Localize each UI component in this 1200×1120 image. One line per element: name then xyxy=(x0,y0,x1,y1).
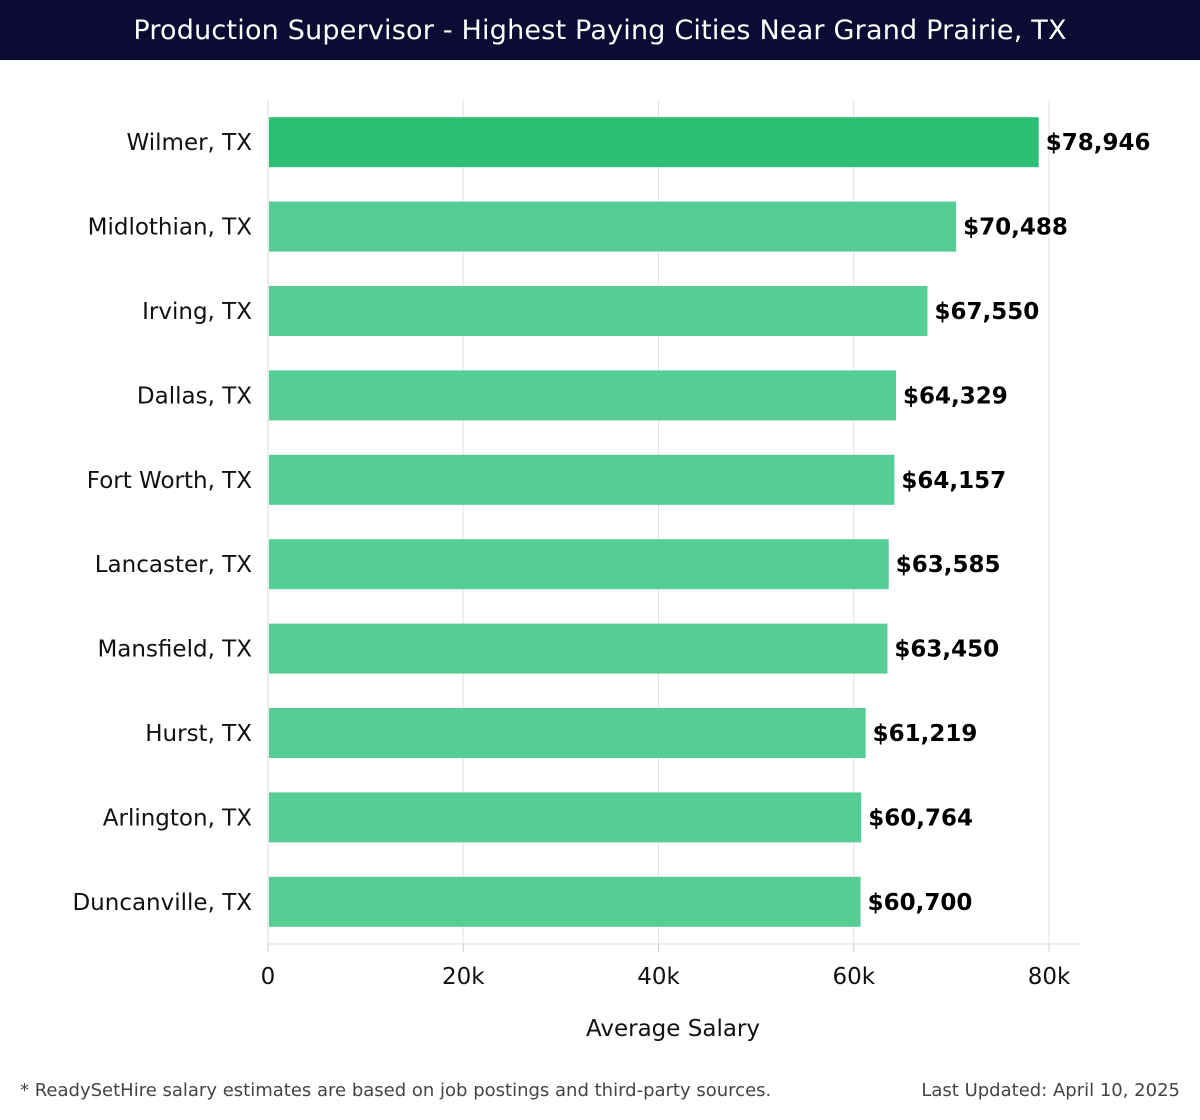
value-label: $70,488 xyxy=(963,215,1068,241)
value-label: $63,585 xyxy=(896,552,1001,578)
bar xyxy=(269,454,895,505)
value-label: $67,550 xyxy=(934,299,1039,325)
category-label: Irving, TX xyxy=(142,299,252,325)
value-label: $60,764 xyxy=(868,805,973,831)
x-tick-label: 80k xyxy=(1028,964,1071,990)
category-label: Duncanville, TX xyxy=(72,890,252,916)
value-label: $63,450 xyxy=(894,637,999,663)
x-tick-label: 40k xyxy=(637,964,680,990)
category-label: Fort Worth, TX xyxy=(87,468,252,494)
value-label: $64,157 xyxy=(901,468,1006,494)
bar xyxy=(269,370,897,421)
last-updated: Last Updated: April 10, 2025 xyxy=(921,1080,1180,1101)
category-label: Mansfield, TX xyxy=(97,637,252,663)
axes: 0 20k 40k 60k 80k xyxy=(261,100,1080,990)
bar xyxy=(269,201,957,252)
category-label: Midlothian, TX xyxy=(88,215,253,241)
bar xyxy=(269,623,888,674)
value-label: $61,219 xyxy=(873,721,978,747)
bar xyxy=(269,286,928,336)
bar xyxy=(269,876,861,927)
bar xyxy=(269,792,862,843)
category-label: Arlington, TX xyxy=(103,805,252,831)
bar xyxy=(269,117,1039,168)
x-tick-label: 0 xyxy=(261,964,276,990)
bar xyxy=(269,539,889,590)
category-label: Lancaster, TX xyxy=(95,552,253,578)
x-axis-title: Average Salary xyxy=(586,1016,760,1042)
value-label: $78,946 xyxy=(1046,130,1151,156)
x-tick-label: 60k xyxy=(832,964,875,990)
x-tick-label: 20k xyxy=(442,964,485,990)
chart-title: Production Supervisor - Highest Paying C… xyxy=(0,0,1200,60)
category-label: Hurst, TX xyxy=(145,721,252,747)
category-label: Dallas, TX xyxy=(137,383,252,409)
category-label: Wilmer, TX xyxy=(127,130,253,156)
value-label: $64,329 xyxy=(903,383,1008,409)
footnote: * ReadySetHire salary estimates are base… xyxy=(20,1080,772,1101)
bar xyxy=(269,708,866,758)
bars: Wilmer, TX $78,946 Midlothian, TX $70,488 Ir… xyxy=(72,117,1150,927)
value-label: $60,700 xyxy=(868,890,973,916)
